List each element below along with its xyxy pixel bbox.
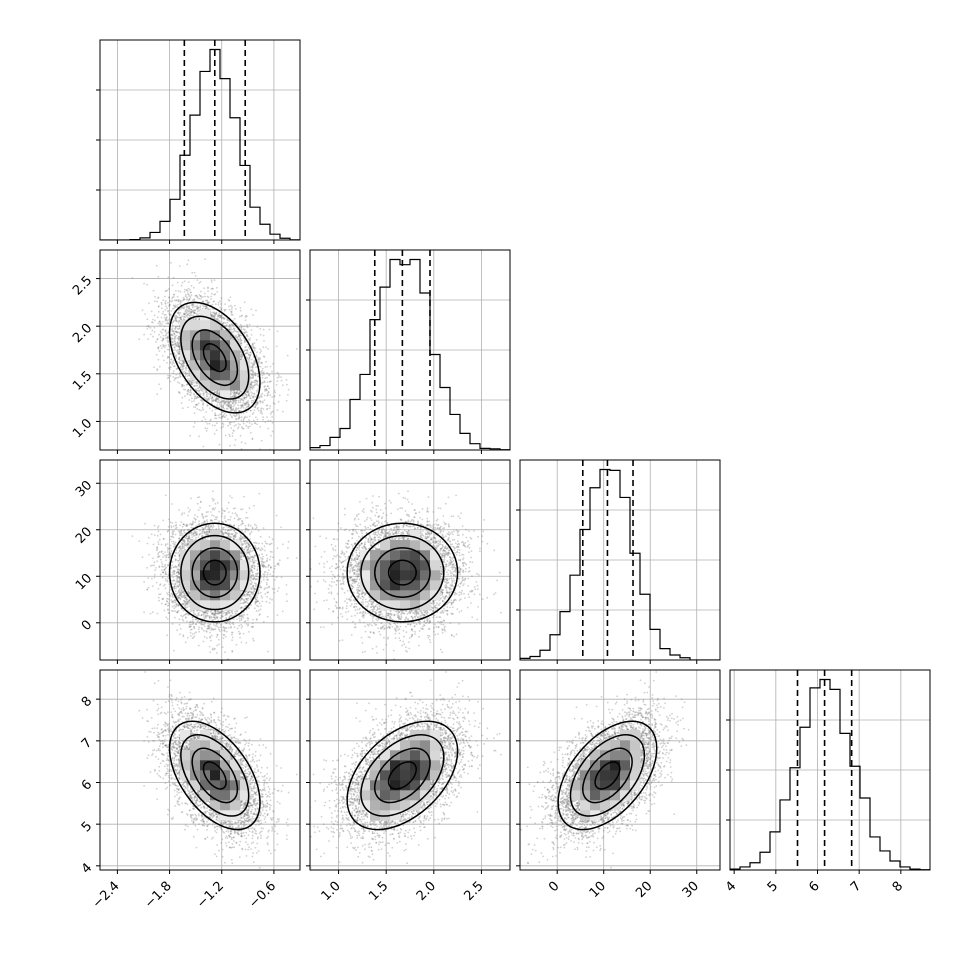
contour-3-1-1 bbox=[374, 747, 431, 804]
contour-2-1-2 bbox=[360, 534, 445, 611]
panel-frame bbox=[99, 39, 301, 241]
ytick-label-2-1: 10 bbox=[73, 571, 95, 593]
contour-3-0-0 bbox=[202, 761, 227, 790]
contour-3-1-0 bbox=[387, 761, 417, 790]
contour-1-0-3 bbox=[168, 301, 261, 414]
contour-3-1-3 bbox=[346, 720, 459, 831]
panel-2-2 bbox=[516, 459, 721, 664]
corner-panels: 1.0 1.5 2.0 2.5 0 10 20 30 4 5 6 7 8 −2.4 −1.8 −1.2 −0.6… bbox=[70, 39, 931, 912]
xtick-label-2-0: 0 bbox=[546, 879, 562, 895]
contour-3-0-2 bbox=[180, 734, 250, 817]
ytick-label-3-1: 5 bbox=[79, 819, 95, 835]
contour-2-0-2 bbox=[180, 534, 250, 611]
contour-1-0-1 bbox=[191, 329, 239, 386]
xtick-label-3-1: 5 bbox=[765, 879, 781, 895]
contour-2-1-3 bbox=[346, 522, 459, 623]
xtick-label-3-2: 6 bbox=[806, 879, 822, 895]
panel-3-3: 4 5 6 7 8 bbox=[723, 669, 931, 895]
ytick-label-3-4: 8 bbox=[79, 694, 95, 710]
xtick-label-2-2: 20 bbox=[633, 879, 655, 901]
panel-frame bbox=[99, 669, 301, 871]
xtick-label-0-3: −0.6 bbox=[246, 879, 279, 912]
xtick-label-0-1: −1.8 bbox=[142, 879, 175, 912]
xtick-label-2-1: 10 bbox=[587, 879, 609, 901]
xtick-label-3-4: 8 bbox=[890, 879, 906, 895]
panel-3-0: 4 5 6 7 8 −2.4 −1.8 −1.2 −0.6 bbox=[79, 669, 301, 912]
hist-step-3 bbox=[730, 678, 930, 870]
contour-3-2-1 bbox=[582, 747, 633, 804]
ytick-label-1-0: 1.0 bbox=[70, 416, 95, 441]
ytick-label-1-3: 2.5 bbox=[70, 273, 95, 298]
contour-2-1-0 bbox=[387, 559, 417, 586]
panel-frame bbox=[309, 459, 511, 661]
xtick-label-1-1: 1.5 bbox=[366, 879, 391, 904]
panel-frame bbox=[519, 669, 721, 871]
panel-1-1 bbox=[306, 249, 511, 454]
contour-1-0-0 bbox=[202, 343, 227, 373]
hist-step-0 bbox=[100, 48, 300, 240]
xtick-label-1-3: 2.5 bbox=[461, 879, 486, 904]
contour-3-0-3 bbox=[168, 720, 261, 831]
ytick-label-3-0: 4 bbox=[79, 861, 95, 877]
ytick-label-2-0: 0 bbox=[79, 617, 95, 633]
ytick-label-3-2: 6 bbox=[79, 777, 95, 793]
contour-3-2-0 bbox=[594, 761, 621, 790]
xtick-label-3-0: 4 bbox=[723, 879, 739, 895]
contour-1-0-2 bbox=[180, 315, 250, 400]
panel-frame bbox=[309, 249, 511, 451]
panel-frame bbox=[519, 459, 721, 661]
contour-3-2-3 bbox=[557, 720, 658, 831]
panel-2-0: 0 10 20 30 bbox=[73, 459, 301, 664]
ytick-label-1-1: 1.5 bbox=[70, 369, 95, 394]
contour-3-0-1 bbox=[191, 747, 239, 804]
contour-2-0-3 bbox=[168, 522, 261, 623]
xtick-label-0-2: −1.2 bbox=[194, 879, 227, 912]
contour-3-1-2 bbox=[360, 734, 445, 817]
panel-1-0: 1.0 1.5 2.0 2.5 bbox=[70, 249, 301, 454]
panel-0-0 bbox=[96, 39, 301, 244]
xtick-label-3-3: 7 bbox=[848, 879, 864, 895]
panel-3-1: 1.0 1.5 2.0 2.5 bbox=[306, 669, 511, 904]
contour-2-1-1 bbox=[374, 547, 431, 598]
ytick-label-2-2: 20 bbox=[73, 524, 95, 546]
hist-step-2 bbox=[520, 468, 720, 660]
ytick-label-1-2: 2.0 bbox=[70, 321, 95, 346]
panel-frame bbox=[309, 669, 511, 871]
ytick-label-3-3: 7 bbox=[79, 736, 95, 752]
panel-3-2: 0 10 20 30 bbox=[516, 669, 721, 901]
panel-2-1 bbox=[306, 459, 511, 664]
panel-frame bbox=[99, 249, 301, 451]
xtick-label-0-0: −2.4 bbox=[90, 879, 123, 912]
hist-step-1 bbox=[310, 258, 510, 450]
xtick-label-1-2: 2.0 bbox=[414, 879, 439, 904]
xtick-label-1-0: 1.0 bbox=[319, 879, 344, 904]
ytick-label-2-3: 30 bbox=[73, 478, 95, 500]
contour-2-0-1 bbox=[191, 547, 239, 598]
panel-frame bbox=[99, 459, 301, 661]
contour-2-0-0 bbox=[202, 559, 227, 586]
xtick-label-2-3: 30 bbox=[680, 879, 702, 901]
contour-3-2-2 bbox=[569, 734, 646, 817]
panel-frame bbox=[729, 669, 931, 871]
